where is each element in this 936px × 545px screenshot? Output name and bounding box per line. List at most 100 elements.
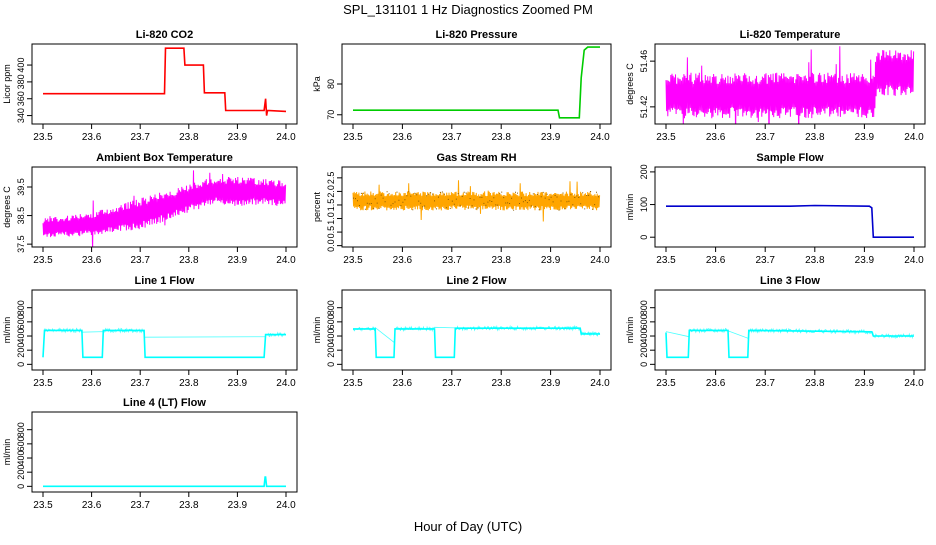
line-2-flow-ytick-label: 200 (326, 343, 336, 358)
gas-stream-rh-ytick-label: 2.0 (326, 185, 336, 198)
panel-line-1-flow: Line 1 Flow 23.5 23.6 23.7 23.8 23.9 24.0 0 2004… (2, 275, 298, 389)
line-2-flow-xtick-label: 23.8 (491, 378, 511, 389)
line-1-flow-ylabel: ml/min (2, 317, 12, 344)
line-4-lt-flow-xtick-label: 23.7 (130, 500, 150, 511)
li-820-pressure-title: Li-820 Pressure (436, 29, 518, 41)
line-4-lt-flow-ylabel: ml/min (2, 439, 12, 466)
gas-stream-rh-xtick-label: 23.7 (442, 255, 462, 266)
li-820-temperature-ytick-label: 51.42 (639, 96, 649, 119)
sample-flow-ylabel: ml/min (625, 194, 635, 221)
ambient-box-temperature-xtick-label: 23.5 (33, 255, 53, 266)
line-2-flow-ytick-label: 800 (326, 300, 336, 315)
li-820-co2-xtick-label: 23.9 (228, 132, 248, 143)
gas-stream-rh-xtick-label: 23.9 (541, 255, 561, 266)
line-2-flow-ytick-label: 600 (326, 314, 336, 329)
panel-line-4-lt-flow: Line 4 (LT) Flow 23.5 23.6 23.7 23.8 23.9 24.0… (2, 397, 298, 511)
line-3-flow-xtick-label: 23.5 (656, 378, 676, 389)
line-3-flow-title: Line 3 Flow (760, 275, 820, 287)
line-3-flow-series-noise (665, 327, 914, 340)
panel-sample-flow: Sample Flow 23.5 23.6 23.7 23.8 23.9 24.0 0 100 2… (625, 152, 926, 266)
li-820-temperature-xtick-label: 23.6 (706, 132, 726, 143)
li-820-temperature-xtick-label: 24.0 (904, 132, 924, 143)
panel-line-3-flow: Line 3 Flow 23.5 23.6 23.7 23.8 23.9 24.0 0 2004… (625, 275, 926, 389)
li-820-pressure-xtick-label: 23.8 (491, 132, 511, 143)
line-4-lt-flow-plot-area (43, 476, 286, 488)
line-1-flow-xtick-label: 23.9 (228, 378, 248, 389)
gas-stream-rh-series-dots (353, 191, 599, 211)
panel-line-2-flow: Line 2 Flow 23.5 23.6 23.7 23.8 23.9 24.0 0 2004… (312, 275, 612, 389)
line-2-flow-title: Line 2 Flow (447, 275, 507, 287)
line-1-flow-title: Line 1 Flow (135, 275, 195, 287)
line-1-flow-xtick-label: 23.6 (82, 378, 102, 389)
line-2-flow-frame (341, 289, 612, 371)
line-3-flow-ytick-label: 0 (639, 362, 649, 367)
line-3-flow-ytick-label: 400 (639, 329, 649, 344)
line-2-flow-series-line (353, 327, 600, 359)
line-2-flow-ylabel: ml/min (312, 317, 322, 344)
gas-stream-rh-xtick-label: 23.6 (393, 255, 413, 266)
li-820-temperature-frame (654, 43, 926, 125)
line-1-flow-ytick-label: 800 (16, 300, 26, 315)
ambient-box-temperature-xtick-label: 23.6 (82, 255, 102, 266)
line-3-flow-xtick-label: 23.6 (706, 378, 726, 389)
gas-stream-rh-ytick-label: 1.5 (326, 199, 336, 212)
line-3-flow-ytick-label: 600 (639, 314, 649, 329)
panel-li-820-temperature: Li-820 Temperature 23.5 23.6 23.7 23.8 23.9 24… (625, 29, 926, 143)
gas-stream-rh-xtick-label: 23.8 (491, 255, 511, 266)
ambient-box-temperature-xtick-label: 24.0 (276, 255, 296, 266)
li-820-co2-ytick-label: 380 (16, 74, 26, 89)
ambient-box-temperature-series-band (42, 170, 287, 247)
line-3-flow-xtick-label: 23.7 (755, 378, 775, 389)
sample-flow-ytick-label: 0 (639, 235, 649, 240)
sample-flow-xtick-label: 23.7 (755, 255, 775, 266)
li-820-temperature-xtick-label: 23.9 (855, 132, 875, 143)
gas-stream-rh-xtick-label: 23.5 (343, 255, 363, 266)
li-820-pressure-frame (341, 43, 612, 125)
line-4-lt-flow-xtick-label: 24.0 (276, 500, 296, 511)
gas-stream-rh-plot-area (352, 180, 601, 222)
li-820-pressure-xtick-label: 23.6 (393, 132, 413, 143)
line-4-lt-flow-ytick-label: 600 (16, 436, 26, 451)
line-1-flow-ytick-label: 400 (16, 329, 26, 344)
line-3-flow-ytick-label: 800 (639, 300, 649, 315)
ambient-box-temperature-plot-area (42, 170, 287, 247)
line-1-flow-series-noise (44, 327, 286, 338)
gas-stream-rh-xtick-label: 24.0 (590, 255, 610, 266)
sample-flow-xtick-label: 23.6 (706, 255, 726, 266)
line-4-lt-flow-ytick-label: 200 (16, 465, 26, 480)
line-3-flow-frame (654, 289, 926, 371)
line-4-lt-flow-xtick-label: 23.5 (33, 500, 53, 511)
ambient-box-temperature-ylabel: degrees C (2, 186, 12, 228)
li-820-pressure-ytick-label: 70 (326, 110, 336, 120)
line-4-lt-flow-xtick-label: 23.6 (82, 500, 102, 511)
gas-stream-rh-ytick-label: 0.5 (326, 226, 336, 239)
li-820-pressure-plot-area (353, 46, 600, 119)
line-2-flow-xtick-label: 24.0 (590, 378, 610, 389)
li-820-co2-ytick-label: 340 (16, 108, 26, 123)
figure-xlabel: Hour of Day (UTC) (414, 519, 522, 534)
sample-flow-xtick-label: 23.9 (855, 255, 875, 266)
line-1-flow-xtick-label: 24.0 (276, 378, 296, 389)
li-820-co2-frame (31, 43, 298, 125)
line-1-flow-plot-area (42, 327, 286, 359)
li-820-co2-xtick-label: 23.6 (82, 132, 102, 143)
ambient-box-temperature-xtick-label: 23.8 (179, 255, 199, 266)
ambient-box-temperature-title: Ambient Box Temperature (96, 152, 233, 164)
gas-stream-rh-ytick-label: 2.5 (326, 172, 336, 185)
gas-stream-rh-ytick-label: 1.0 (326, 212, 336, 225)
gas-stream-rh-title: Gas Stream RH (436, 152, 516, 164)
line-4-lt-flow-ytick-label: 400 (16, 451, 26, 466)
line-1-flow-xtick-label: 23.8 (179, 378, 199, 389)
li-820-temperature-xtick-label: 23.8 (805, 132, 825, 143)
li-820-temperature-xtick-label: 23.5 (656, 132, 676, 143)
line-4-lt-flow-xtick-label: 23.8 (179, 500, 199, 511)
li-820-temperature-plot-area (665, 46, 915, 124)
sample-flow-ytick-label: 100 (639, 197, 649, 212)
line-1-flow-frame (31, 289, 298, 371)
line-2-flow-series-noise (352, 324, 601, 344)
line-2-flow-xtick-label: 23.7 (442, 378, 462, 389)
line-4-lt-flow-ytick-label: 800 (16, 422, 26, 437)
line-4-lt-flow-title: Line 4 (LT) Flow (123, 397, 206, 409)
li-820-co2-ytick-label: 400 (16, 58, 26, 73)
